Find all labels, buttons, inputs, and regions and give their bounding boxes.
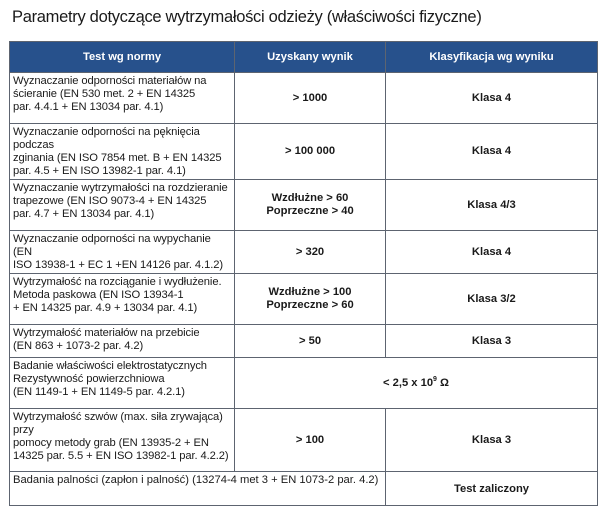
table-row: Wytrzymałość materiałów na przebicie (EN… [9,324,598,358]
table-row: Wyznaczanie odporności na wypychanie (EN… [9,230,598,274]
test-cell: Badanie właściwości elektrostatycznych R… [9,357,235,409]
table-row: Wytrzymałość na rozciąganie i wydłużenie… [9,273,598,325]
test-line: Wyznaczanie odporności na pęknięcia podc… [13,126,200,151]
class-cell: Klasa 4 [385,230,598,274]
result-value: > 1000 [292,91,328,104]
test-line: ISO 13938-1 + EC 1 +EN 14126 par. 4.1.2) [13,259,223,271]
physical-properties-table: Test wg normy Uzyskany wynik Klasyfikacj… [9,41,598,506]
table-row: Badanie właściwości elektrostatycznych R… [9,357,598,409]
test-line: pomocy metody grab (EN 13935-2 + EN [13,437,209,449]
test-line: (EN 1149-1 + EN 1149-5 par. 4.2.1) [13,386,185,398]
table-row: Badania palności (zapłon i palność) (132… [9,471,598,506]
test-cell: Wyznaczanie odporności na wypychanie (EN… [9,230,235,274]
header-test: Test wg normy [9,41,235,73]
result-value: > 320 [295,245,325,258]
class-cell: Klasa 3/2 [385,273,598,325]
test-cell: Wyznaczanie odporności materiałów na ści… [9,72,235,124]
merged-result-cell: < 2,5 x 109 Ω [234,357,598,409]
resistivity-unit: Ω [436,376,450,389]
table-row: Wyznaczanie wytrzymałości na rozdzierani… [9,179,598,231]
class-cell: Klasa 3 [385,408,598,472]
test-line: Wyznaczanie wytrzymałości na rozdzierani… [13,182,228,194]
class-cell: Klasa 4/3 [385,179,598,231]
test-line: Badania palności (zapłon i palność) (132… [13,474,379,486]
result-value: Wzdłużne > 100 [268,286,352,298]
header-result: Uzyskany wynik [234,41,386,73]
result-cell: > 1000 [234,72,386,124]
test-line: (EN 863 + 1073-2 par. 4.2) [13,340,144,352]
result-cell: Wzdłużne > 60 Poprzeczne > 40 [234,179,386,231]
table-header-row: Test wg normy Uzyskany wynik Klasyfikacj… [9,41,598,73]
page-title: Parametry dotyczące wytrzymałości odzież… [12,8,482,26]
class-cell: Klasa 4 [385,72,598,124]
header-classification: Klasyfikacja wg wyniku [385,41,598,73]
test-line: Wyznaczanie odporności materiałów na [13,75,207,87]
result-value: > 50 [298,334,322,347]
test-line: Wyznaczanie odporności na wypychanie (EN [13,233,211,258]
test-cell: Wyznaczanie wytrzymałości na rozdzierani… [9,179,235,231]
table-row: Wyznaczanie odporności materiałów na ści… [9,72,598,124]
result-value: Poprzeczne > 60 [266,299,354,311]
class-cell: Test zaliczony [385,471,598,506]
test-line: Badanie właściwości elektrostatycznych [13,360,207,372]
test-line: Wytrzymałość na rozciąganie i wydłużenie… [13,276,222,288]
test-cell: Wytrzymałość na rozciąganie i wydłużenie… [9,273,235,325]
result-cell: Wzdłużne > 100 Poprzeczne > 60 [234,273,386,325]
result-value: Poprzeczne > 40 [266,205,354,217]
test-line: Wytrzymałość szwów (max. siła zrywająca)… [13,411,223,436]
class-cell: Klasa 3 [385,324,598,358]
table-row: Wyznaczanie odporności na pęknięcia podc… [9,123,598,180]
result-cell: > 100 000 [234,123,386,180]
test-line: Rezystywność powierzchniowa [13,373,165,385]
test-cell: Wytrzymałość szwów (max. siła zrywająca)… [9,408,235,472]
test-line: par. 4.7 + EN 13034 par. 4.1) [13,208,155,220]
test-cell: Wytrzymałość materiałów na przebicie (EN… [9,324,235,358]
result-cell: > 50 [234,324,386,358]
test-line: Metoda paskowa (EN ISO 13934-1 [13,289,184,301]
test-line: par. 4.4.1 + EN 13034 par. 4.1) [13,101,164,113]
class-cell: Klasa 4 [385,123,598,180]
result-value: Wzdłużne > 60 [271,192,349,204]
resistivity-value: < 2,5 x 10 [382,376,434,389]
test-line: + EN 14325 par. 4.9 + 13034 par. 4.1) [13,302,198,314]
test-cell: Badania palności (zapłon i palność) (132… [9,471,386,506]
result-value: > 100 [295,433,325,446]
test-line: zginania (EN ISO 7854 met. B + EN 14325 [13,152,222,164]
table-row: Wytrzymałość szwów (max. siła zrywająca)… [9,408,598,472]
result-cell: > 320 [234,230,386,274]
test-cell: Wyznaczanie odporności na pęknięcia podc… [9,123,235,180]
test-line: 14325 par. 5.5 + EN ISO 13982-1 par. 4.2… [13,450,229,462]
test-line: par. 4.5 + EN ISO 13982-1 par. 4.1) [13,165,186,177]
test-line: trapezowe (EN ISO 9073-4 + EN 14325 [13,195,207,207]
resistivity-exponent: 9 [433,375,437,383]
test-line: Wytrzymałość materiałów na przebicie [13,327,200,339]
result-cell: > 100 [234,408,386,472]
result-value: > 100 000 [284,145,336,157]
test-line: ścieranie (EN 530 met. 2 + EN 14325 [13,88,196,100]
